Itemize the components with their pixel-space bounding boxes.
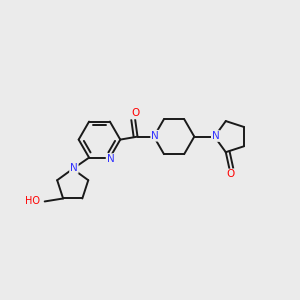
Text: N: N — [106, 154, 114, 164]
Text: N: N — [212, 131, 220, 141]
Text: HO: HO — [25, 196, 40, 206]
Text: N: N — [70, 163, 78, 173]
Text: O: O — [131, 108, 139, 118]
Text: N: N — [151, 131, 159, 141]
Text: O: O — [226, 169, 234, 179]
